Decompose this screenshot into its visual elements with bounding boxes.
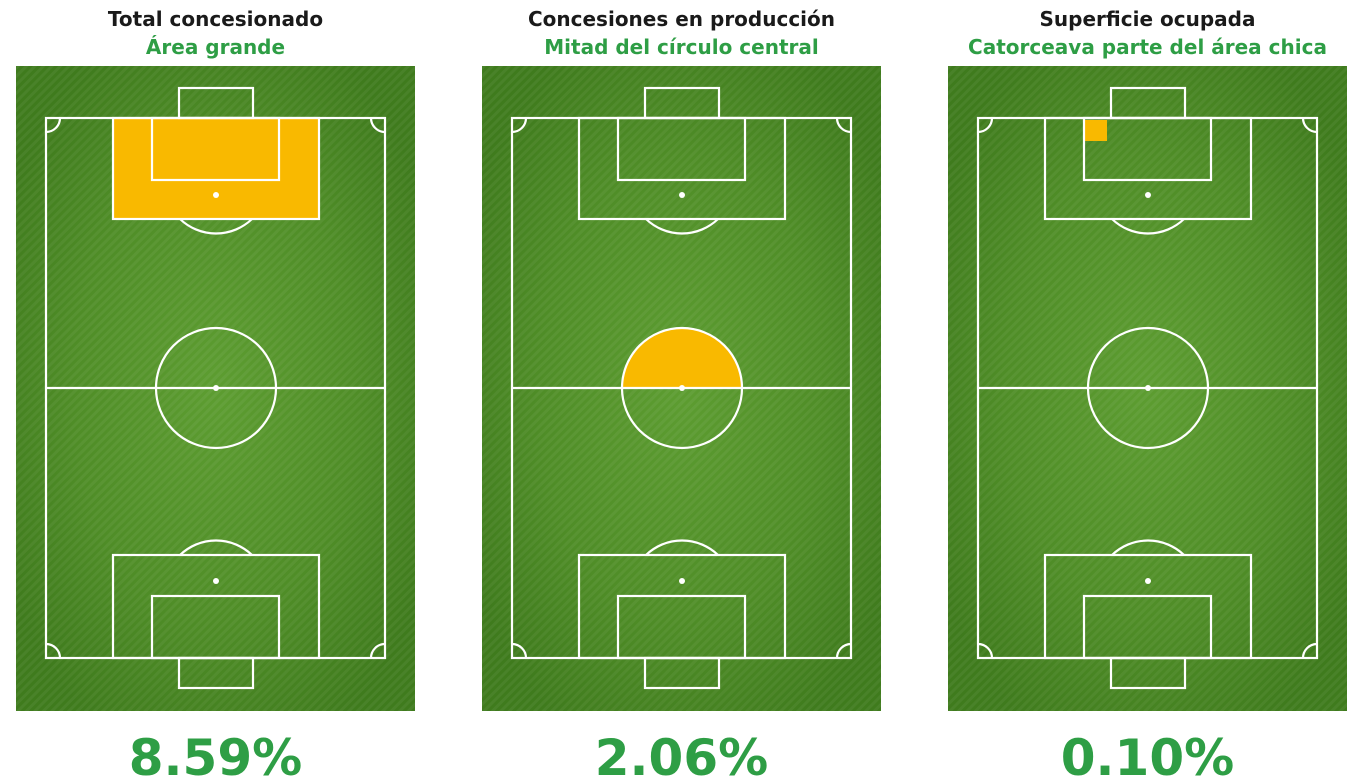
corner-arc — [511, 642, 528, 659]
highlight — [622, 328, 742, 388]
goal — [1109, 86, 1187, 120]
penalty-arc — [645, 218, 719, 235]
penalty-spot — [679, 578, 685, 584]
panel-title: Superficie ocupada — [1040, 7, 1256, 31]
center-spot — [679, 385, 685, 391]
corner-arc — [511, 117, 528, 134]
center-spot — [1145, 385, 1151, 391]
panel-title: Total concesionado — [108, 7, 323, 31]
highlight — [113, 118, 319, 219]
corner-arc — [45, 117, 62, 134]
pitch — [948, 66, 1347, 711]
penalty-spot — [679, 192, 685, 198]
goal — [643, 86, 721, 120]
corner-arc — [369, 117, 386, 134]
corner-arc — [45, 642, 62, 659]
penalty-spot — [1145, 192, 1151, 198]
percentage: 2.06% — [595, 729, 768, 781]
goal — [177, 86, 255, 120]
pitch — [482, 66, 881, 711]
highlight — [1085, 120, 1107, 141]
corner-arc — [977, 642, 994, 659]
panel-subtitle: Área grande — [146, 35, 285, 59]
center-circle — [154, 326, 278, 450]
center-circle — [1086, 326, 1210, 450]
percentage: 0.10% — [1061, 729, 1234, 781]
penalty-spot — [213, 192, 219, 198]
corner-arc — [977, 117, 994, 134]
corner-arc — [1301, 642, 1318, 659]
panel-subtitle: Mitad del círculo central — [544, 35, 818, 59]
center-circle — [620, 326, 744, 450]
corner-arc — [835, 117, 852, 134]
penalty-arc — [1111, 218, 1185, 235]
goal — [643, 656, 721, 690]
penalty-arc — [179, 218, 253, 235]
panel-subtitle: Catorceava parte del área chica — [968, 35, 1327, 59]
penalty-arc — [179, 539, 253, 556]
penalty-arc — [645, 539, 719, 556]
penalty-spot — [1145, 578, 1151, 584]
center-spot — [213, 385, 219, 391]
panel-title: Concesiones en producción — [528, 7, 835, 31]
percentage: 8.59% — [129, 729, 302, 781]
corner-arc — [369, 642, 386, 659]
goal — [177, 656, 255, 690]
corner-arc — [1301, 117, 1318, 134]
goal — [1109, 656, 1187, 690]
corner-arc — [835, 642, 852, 659]
pitch — [16, 66, 415, 711]
penalty-spot — [213, 578, 219, 584]
penalty-arc — [1111, 539, 1185, 556]
